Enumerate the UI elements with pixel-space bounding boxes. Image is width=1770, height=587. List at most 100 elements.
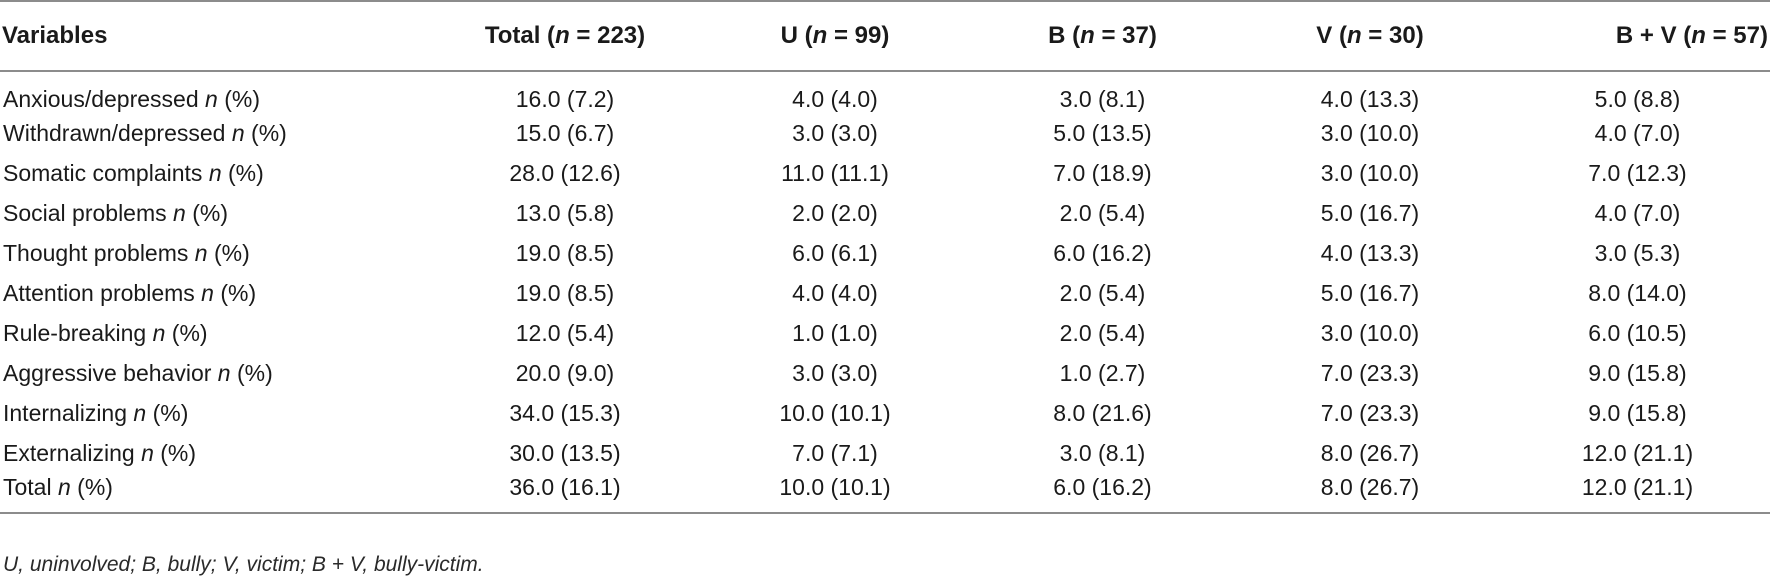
table-row: Externalizing n (%) 30.0 (13.5) 7.0 (7.1) 3… — [0, 433, 1770, 473]
variable-percent-suffix: (%) — [146, 399, 189, 426]
variable-n-symbol: n — [208, 159, 222, 186]
cell-total: 16.0 (7.2) — [515, 86, 615, 112]
row-variable-label: Aggressive behavior n (%) — [0, 353, 430, 393]
header-label: U — [780, 22, 798, 49]
cell-b: 3.0 (8.1) — [1059, 439, 1146, 466]
cell-v: 3.0 (10.0) — [1320, 119, 1420, 146]
variable-percent-suffix: (%) — [230, 359, 273, 386]
table-row: Internalizing n (%) 34.0 (15.3) 10.0 (10.1… — [0, 393, 1770, 433]
variable-n-symbol: n — [152, 319, 166, 346]
variable-n-symbol: n — [141, 439, 154, 466]
cell-u: 11.0 (11.1) — [781, 159, 889, 186]
cell-u: 1.0 (1.0) — [792, 319, 878, 346]
variable-n-symbol: n — [133, 399, 147, 426]
variable-name: Social problems — [3, 199, 167, 226]
cell-b: 8.0 (21.6) — [1053, 399, 1152, 426]
cell-v: 3.0 (10.0) — [1320, 319, 1420, 346]
cell-b: 2.0 (5.4) — [1059, 319, 1146, 346]
variable-name: Externalizing — [3, 439, 135, 466]
header-total: Total (n = 223) — [430, 0, 700, 72]
table-row: Withdrawn/depressed n (%) 15.0 (6.7) 3.0 (… — [0, 113, 1770, 153]
header-row: Variables Total (n = 223) U (n = 99) B (n … — [0, 0, 1770, 72]
table-row: Somatic complaints n (%) 28.0 (12.6) 11.0 … — [0, 153, 1770, 193]
variable-name: Attention problems — [3, 279, 195, 306]
variable-percent-suffix: (%) — [153, 439, 197, 466]
row-variable-label: Attention problems n (%) — [0, 273, 430, 313]
variable-percent-suffix: (%) — [221, 159, 264, 186]
variable-percent-suffix: (%) — [217, 86, 260, 112]
cell-u: 4.0 (4.0) — [792, 86, 878, 112]
header-label: B — [1048, 22, 1066, 49]
variable-name: Thought problems — [3, 239, 189, 266]
table-row: Thought problems n (%) 19.0 (8.5) 6.0 (6.1… — [0, 233, 1770, 273]
variable-n-symbol: n — [217, 359, 231, 386]
table-footnote: U, uninvolved; B, bully; V, victim; B + … — [3, 553, 484, 576]
row-variable-label: Withdrawn/depressed n (%) — [0, 113, 430, 153]
cell-bv: 4.0 (7.0) — [1594, 199, 1681, 226]
row-variable-label: Internalizing n (%) — [0, 393, 430, 433]
header-label: B + V — [1615, 22, 1677, 49]
cell-u: 3.0 (3.0) — [792, 359, 878, 386]
header-label: V — [1316, 22, 1333, 49]
header-n-symbol: n — [1346, 22, 1362, 49]
cell-b: 7.0 (18.9) — [1053, 159, 1152, 186]
variable-percent-suffix: (%) — [207, 239, 250, 266]
cell-total: 13.0 (5.8) — [515, 199, 615, 226]
cell-bv: 12.0 (21.1) — [1581, 439, 1694, 466]
table-body: Anxious/depressed n (%) 16.0 (7.2) 4.0 (4.… — [0, 71, 1770, 514]
cell-v: 8.0 (26.7) — [1320, 439, 1420, 466]
cell-bv: 12.0 (21.1) — [1505, 473, 1770, 514]
cell-b: 2.0 (5.4) — [1059, 279, 1146, 306]
row-variable-label: Rule-breaking n (%) — [0, 313, 430, 353]
cell-u: 10.0 (10.1) — [700, 473, 970, 514]
header-n-equals: = — [569, 22, 598, 49]
cell-u: 4.0 (4.0) — [792, 279, 878, 306]
header-n-symbol: n — [812, 22, 828, 49]
cell-u: 6.0 (6.1) — [792, 239, 878, 266]
cell-b: 6.0 (16.2) — [970, 473, 1235, 514]
cell-v: 4.0 (13.3) — [1320, 86, 1420, 112]
cell-bv: 9.0 (15.8) — [1588, 399, 1687, 426]
variable-name: Total — [3, 474, 52, 500]
cell-total: 20.0 (9.0) — [515, 359, 615, 386]
header-label: Variables — [2, 22, 108, 49]
row-variable-label: Somatic complaints n (%) — [0, 153, 430, 193]
header-n-value: 223 — [597, 22, 638, 49]
cell-total: 19.0 (8.5) — [515, 279, 615, 306]
header-n-equals: = — [827, 22, 855, 49]
header-n-equals: = — [1705, 22, 1734, 49]
table-row: Attention problems n (%) 19.0 (8.5) 4.0 (4… — [0, 273, 1770, 313]
header-n-value: 37 — [1122, 22, 1149, 49]
table-row: Social problems n (%) 13.0 (5.8) 2.0 (2.0)… — [0, 193, 1770, 233]
header-variables: Variables — [0, 0, 430, 72]
header-label: Total — [484, 22, 541, 49]
cell-total: 12.0 (5.4) — [515, 319, 615, 346]
variable-percent-suffix: (%) — [244, 119, 287, 146]
cell-b: 1.0 (2.7) — [1059, 359, 1146, 386]
table-row: Total n (%) 36.0 (16.1) 10.0 (10.1) 6.0 (16… — [0, 473, 1770, 514]
table-header: Variables Total (n = 223) U (n = 99) B (n … — [0, 0, 1770, 72]
variable-n-symbol: n — [173, 199, 186, 226]
cell-bv: 7.0 (12.3) — [1588, 159, 1687, 186]
cell-b: 3.0 (8.1) — [1059, 86, 1146, 112]
row-variable-label: Total n (%) — [0, 473, 430, 514]
cell-v: 7.0 (23.3) — [1320, 359, 1420, 386]
cell-v: 3.0 (10.0) — [1320, 159, 1420, 186]
cell-total: 36.0 (16.1) — [430, 473, 700, 514]
row-variable-label: Thought problems n (%) — [0, 233, 430, 273]
variable-name: Withdrawn/depressed — [3, 119, 226, 146]
cell-v: 7.0 (23.3) — [1320, 399, 1420, 426]
row-variable-label: Social problems n (%) — [0, 193, 430, 233]
header-v: V (n = 30) — [1235, 0, 1505, 72]
header-n-value: 30 — [1389, 22, 1416, 49]
cell-v: 8.0 (26.7) — [1235, 473, 1505, 514]
variable-name: Internalizing — [3, 399, 128, 426]
cell-total: 30.0 (13.5) — [509, 439, 621, 466]
header-n-equals: = — [1094, 22, 1123, 49]
variable-percent-suffix: (%) — [213, 279, 257, 306]
variable-name: Somatic complaints — [3, 159, 203, 186]
cell-u: 3.0 (3.0) — [792, 119, 878, 146]
variable-percent-suffix: (%) — [185, 199, 228, 226]
cell-total: 28.0 (12.6) — [509, 159, 621, 186]
cell-u: 2.0 (2.0) — [792, 199, 878, 226]
